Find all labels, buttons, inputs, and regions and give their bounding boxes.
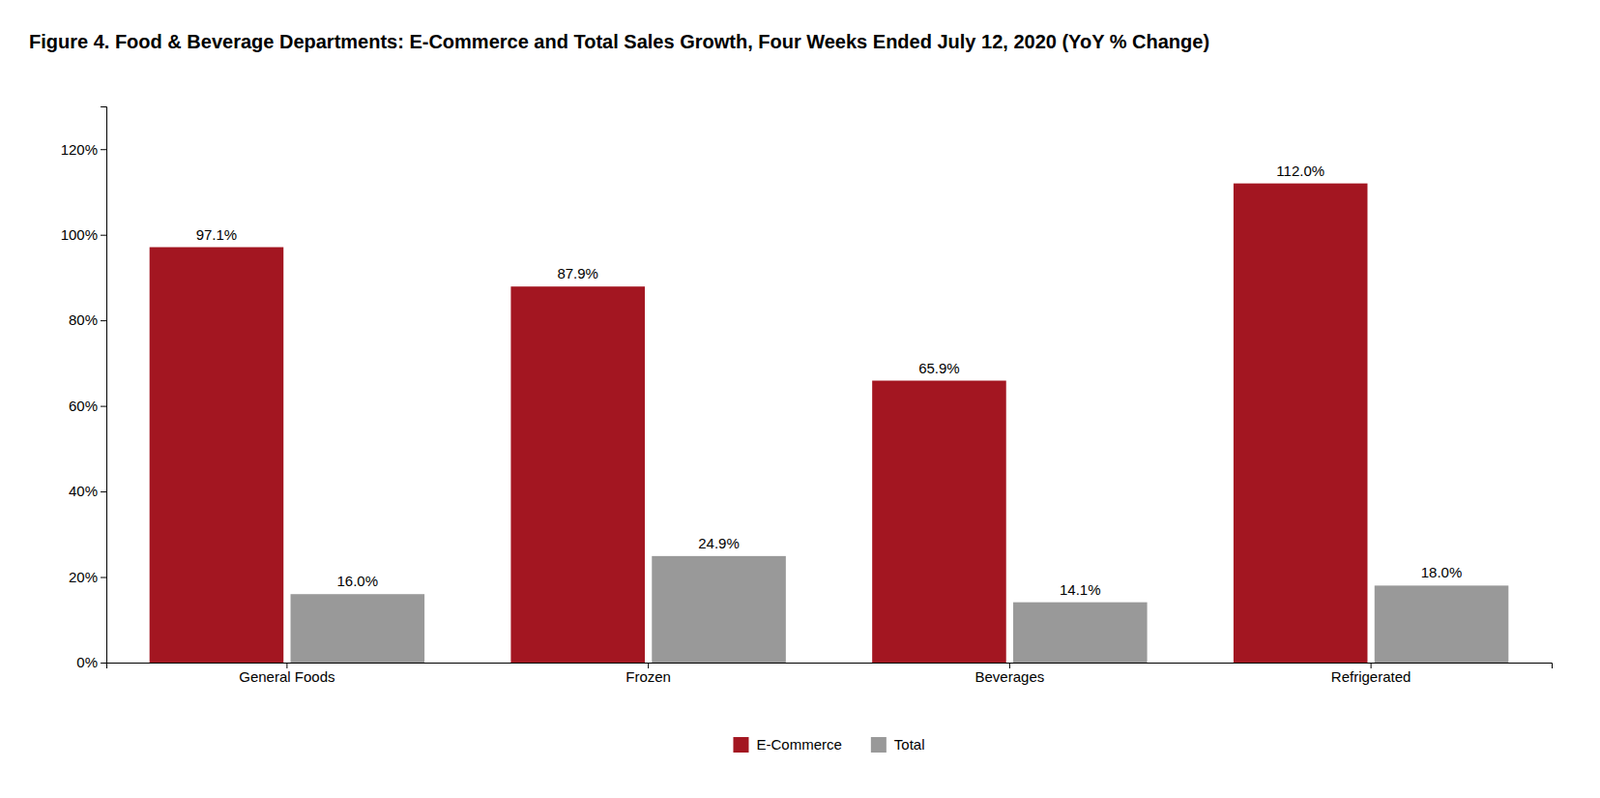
axis-line bbox=[100, 107, 108, 664]
tick-label: 20% bbox=[68, 568, 98, 585]
y-tick: 120% bbox=[60, 141, 107, 158]
data-label: 65.9% bbox=[918, 359, 960, 377]
bar bbox=[1013, 602, 1148, 663]
data-label: 16.0% bbox=[337, 572, 379, 589]
plot: 0% 20% 40% 60% 80% 100% 120% General Foods Froze… bbox=[60, 107, 1553, 685]
data-label: 14.1% bbox=[1059, 581, 1102, 598]
bar bbox=[290, 593, 426, 663]
bar bbox=[1233, 183, 1368, 663]
tick-mark bbox=[100, 491, 107, 493]
series bbox=[149, 183, 1368, 663]
legend-item: Total bbox=[871, 735, 926, 753]
x-tick: General Foods bbox=[238, 662, 335, 685]
x-axis: General Foods Frozen Beverages Refrigerated bbox=[107, 662, 1553, 685]
tick-mark bbox=[100, 662, 107, 664]
data-label: 87.9% bbox=[556, 264, 599, 282]
data-label: 112.0% bbox=[1276, 162, 1325, 179]
y-tick: 80% bbox=[68, 311, 107, 328]
y-tick: 60% bbox=[68, 397, 107, 414]
y-tick: 40% bbox=[68, 482, 107, 499]
data-label: 18.0% bbox=[1421, 563, 1463, 581]
bar bbox=[510, 286, 645, 663]
tick-mark bbox=[100, 577, 107, 579]
tick-mark bbox=[100, 406, 107, 408]
legend-item: E-Commerce bbox=[732, 735, 842, 753]
y-tick: 0% bbox=[76, 653, 107, 670]
legend-label: Total bbox=[894, 735, 926, 753]
tick-label: 40% bbox=[68, 482, 98, 499]
tick-mark bbox=[100, 148, 107, 150]
data-labels: 97.1% 87.9% 65.9% 112.0% 16.0% 24.9% 14.1% 18.0… bbox=[196, 162, 1463, 598]
data-label: 97.1% bbox=[196, 226, 238, 243]
tick-label: 0% bbox=[76, 653, 98, 670]
tick-label: 120% bbox=[60, 141, 98, 158]
x-tick: Refrigerated bbox=[1331, 662, 1412, 685]
tick-label: Frozen bbox=[625, 668, 671, 685]
bar bbox=[149, 247, 285, 663]
legend-label: E-Commerce bbox=[756, 735, 842, 753]
y-tick: 20% bbox=[68, 568, 107, 585]
tick-mark bbox=[100, 320, 107, 321]
bar bbox=[1374, 584, 1510, 663]
series bbox=[290, 555, 1510, 663]
x-tick: Beverages bbox=[975, 662, 1046, 685]
tick-label: 60% bbox=[68, 397, 98, 414]
data-label: 24.9% bbox=[698, 534, 740, 552]
bars bbox=[149, 183, 1510, 663]
tick-label: Refrigerated bbox=[1331, 668, 1412, 685]
y-tick: 100% bbox=[60, 226, 107, 243]
tick-label: General Foods bbox=[238, 668, 335, 685]
tick-label: 80% bbox=[68, 311, 98, 328]
tick-label: 100% bbox=[60, 226, 98, 243]
tick-label: Beverages bbox=[975, 668, 1046, 685]
tick-mark bbox=[100, 234, 107, 236]
legend-swatch bbox=[871, 736, 887, 753]
bar bbox=[651, 555, 786, 663]
legend-swatch bbox=[732, 736, 749, 753]
x-tick: Frozen bbox=[625, 662, 671, 685]
chart: Figure 4. Food & Beverage Departments: E… bbox=[0, 0, 1600, 798]
legend: E-Commerce Total bbox=[732, 735, 925, 753]
y-axis: 0% 20% 40% 60% 80% 100% 120% bbox=[60, 107, 108, 671]
title: Figure 4. Food & Beverage Departments: E… bbox=[29, 30, 1210, 53]
bar bbox=[872, 380, 1007, 663]
